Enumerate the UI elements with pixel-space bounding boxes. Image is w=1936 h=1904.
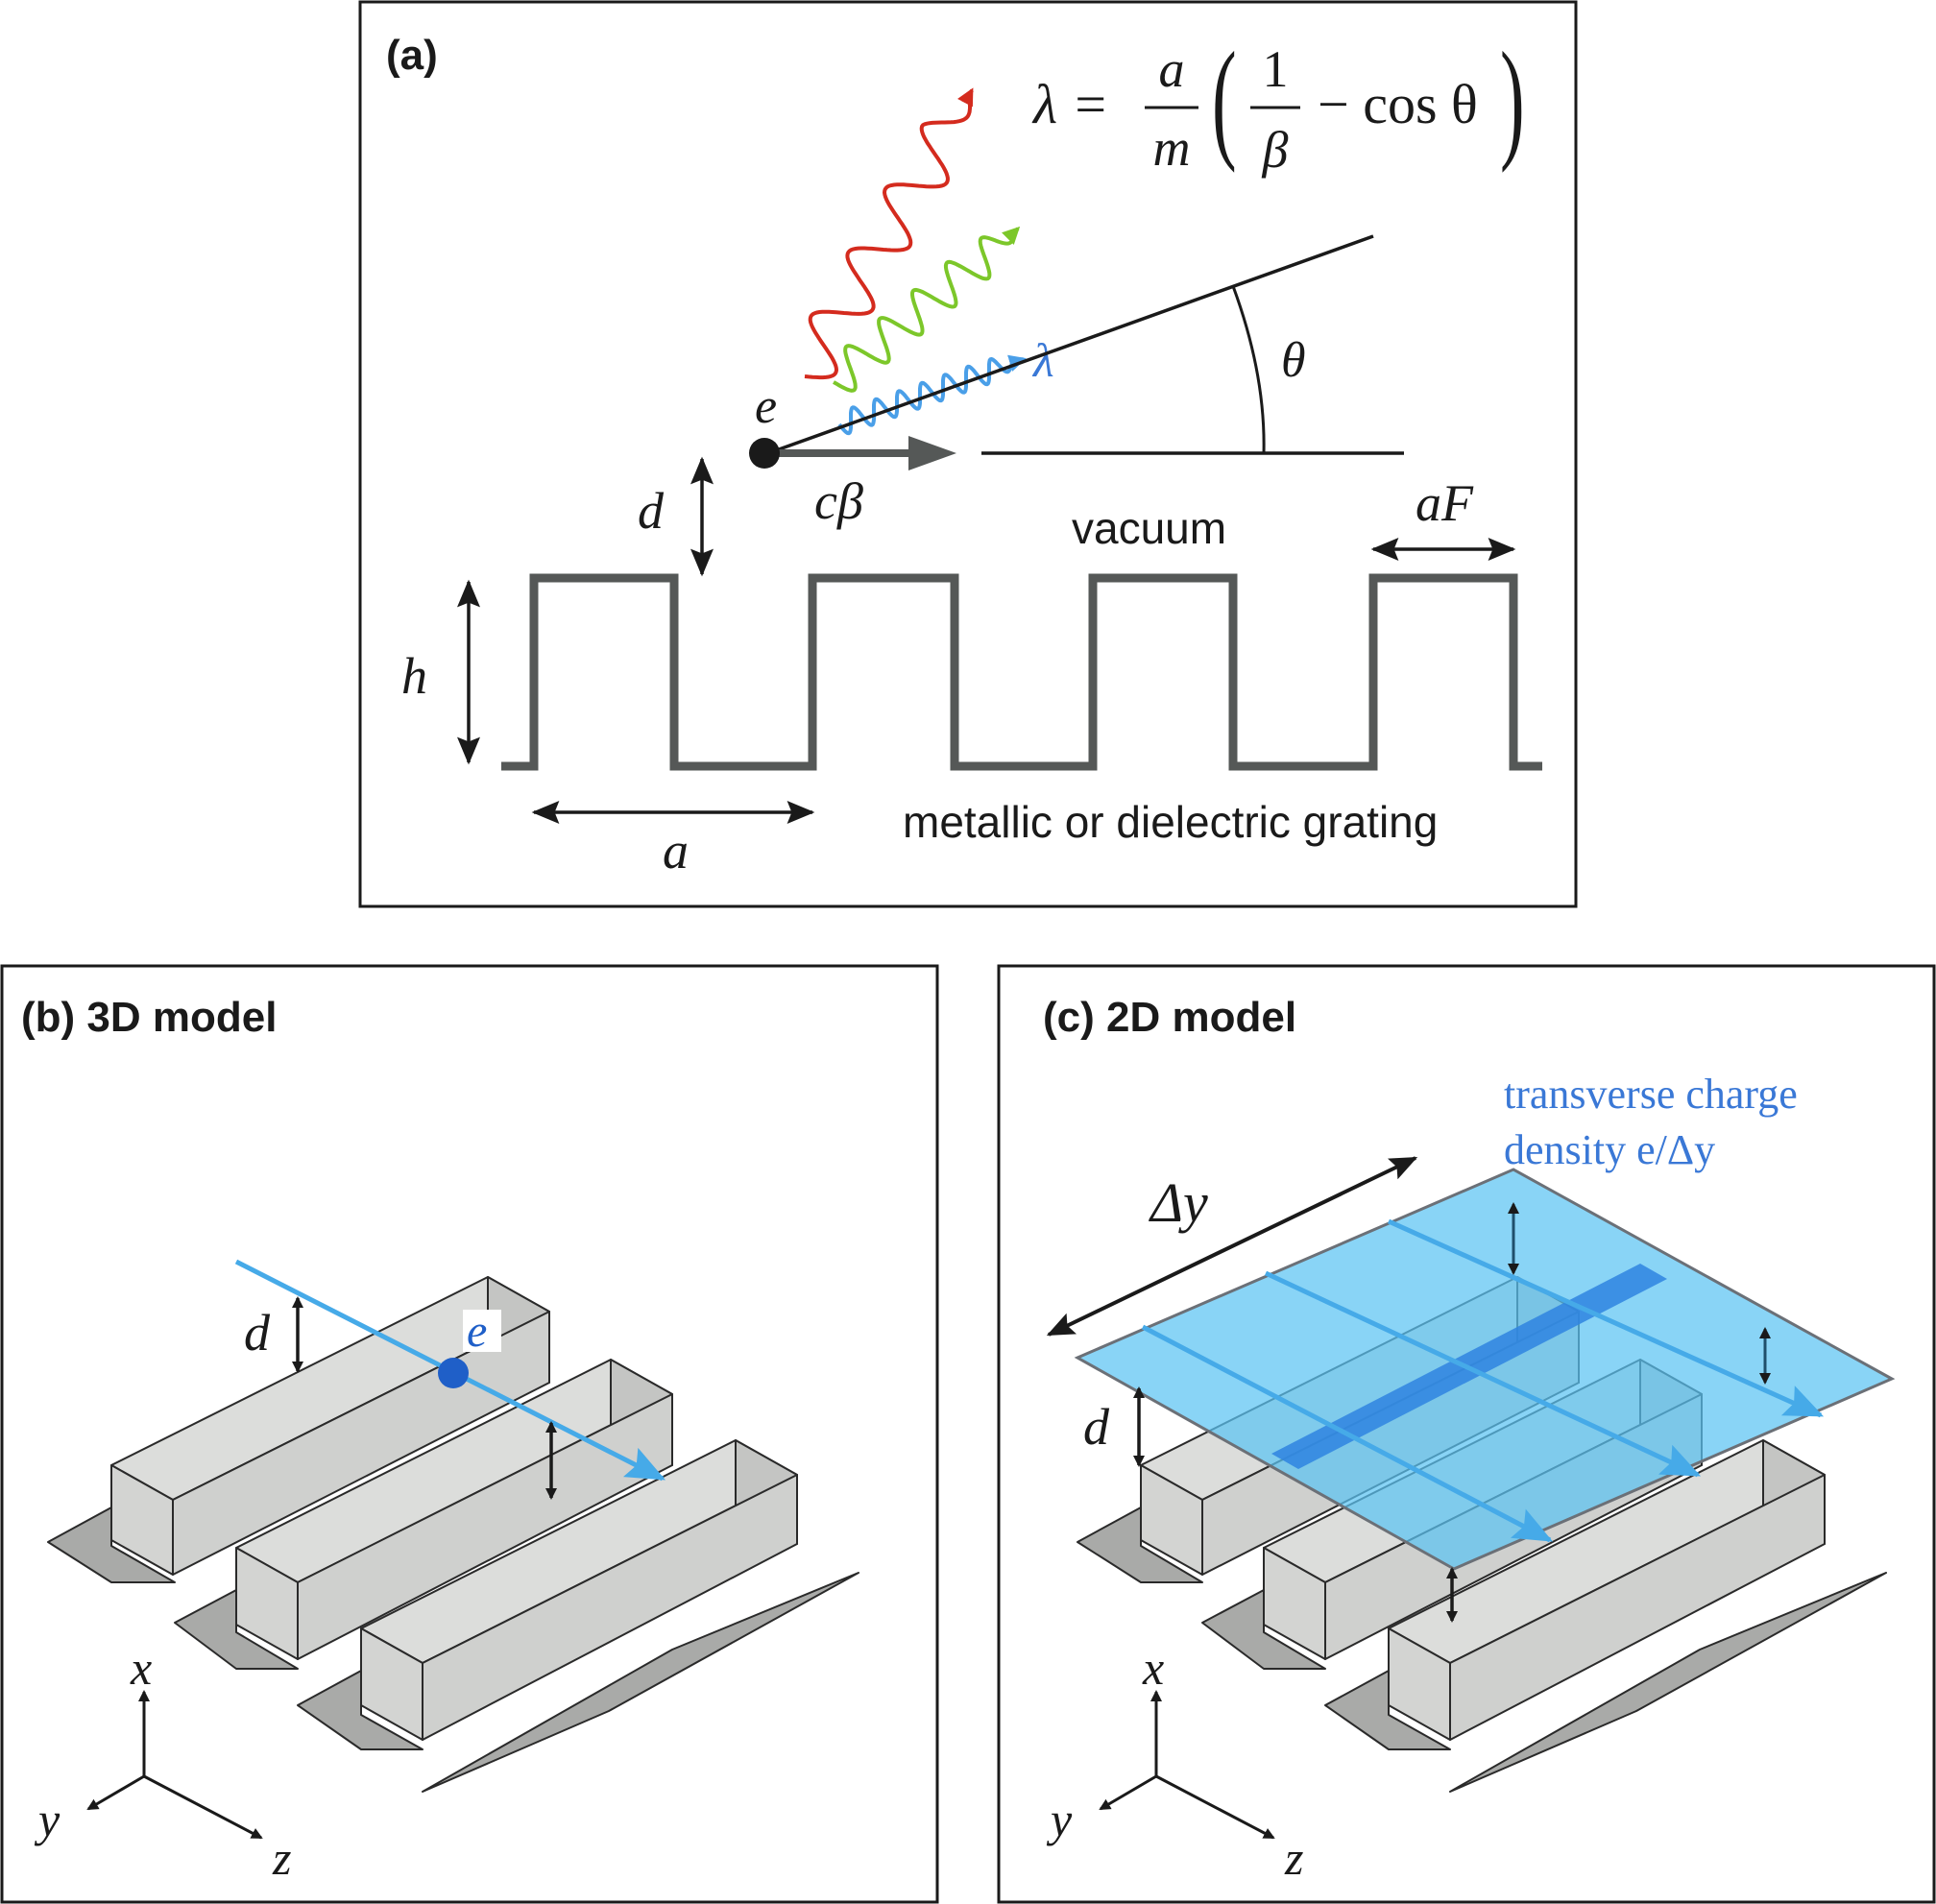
angle-label: θ bbox=[1281, 333, 1306, 388]
red-wave bbox=[804, 87, 974, 380]
axes-3d: x y z bbox=[34, 1641, 291, 1885]
grating-base-3d bbox=[47, 1506, 859, 1793]
wavelength-label: λ bbox=[1031, 333, 1054, 387]
tooth-width-label: aF bbox=[1416, 474, 1474, 532]
vacuum-label: vacuum bbox=[1072, 503, 1226, 553]
width-arrow bbox=[1046, 1156, 1418, 1337]
formula-rest: − cos θ bbox=[1318, 73, 1478, 135]
y-axis-arrow-2d bbox=[1099, 1774, 1157, 1811]
dispersion-formula: λ = a m ( 1 β − cos θ ) bbox=[1031, 25, 1525, 179]
distance-label-2d: d bbox=[1083, 1398, 1110, 1456]
blue-wave bbox=[837, 354, 1027, 436]
z-axis-label: z bbox=[272, 1831, 291, 1885]
formula-frac1-numerator: a bbox=[1159, 40, 1185, 98]
y-axis-label-2d: y bbox=[1046, 1793, 1073, 1846]
z-axis-arrow bbox=[143, 1774, 263, 1840]
panel-c: (c) 2D model bbox=[997, 964, 1936, 1904]
velocity-label: cβ bbox=[814, 472, 863, 530]
width-label: Δy bbox=[1149, 1171, 1208, 1234]
panel-b: (b) 3D model bbox=[0, 964, 939, 1904]
electron-label-bg bbox=[463, 1310, 501, 1352]
panel-b-label: (b) 3D model bbox=[21, 994, 277, 1041]
electron-dot-3d bbox=[438, 1358, 469, 1388]
distance-label: d bbox=[638, 482, 665, 540]
panel-a-label: (a) bbox=[386, 32, 438, 79]
green-wave bbox=[833, 226, 1021, 393]
velocity-arrowhead bbox=[908, 436, 956, 470]
z-axis-label-2d: z bbox=[1284, 1831, 1303, 1885]
period-label: a bbox=[663, 822, 689, 880]
angle-arc bbox=[1231, 285, 1266, 454]
z-axis-arrow-2d bbox=[1155, 1774, 1275, 1840]
panel-a: (a) λ = a m ( 1 β − cos θ ) λ θ e cβ bbox=[358, 0, 1578, 908]
electron-dot bbox=[749, 438, 780, 469]
electron-label: e bbox=[755, 379, 777, 434]
emission-direction-line bbox=[767, 234, 1374, 455]
x-axis-label-2d: x bbox=[1142, 1641, 1164, 1695]
sheet-label-line1: transverse charge bbox=[1504, 1071, 1798, 1118]
panel-c-frame bbox=[997, 964, 1936, 1904]
beam-line-1 bbox=[1141, 1324, 1554, 1543]
panel-c-label: (c) 2D model bbox=[1043, 994, 1296, 1041]
distance-label-3d: d bbox=[244, 1304, 271, 1362]
y-axis-arrow bbox=[86, 1774, 145, 1811]
formula-lhs: λ = bbox=[1031, 73, 1109, 135]
formula-frac2-numerator: 1 bbox=[1263, 40, 1289, 98]
formula-frac1-denominator: m bbox=[1153, 119, 1191, 177]
grating-base-2d bbox=[1077, 1506, 1887, 1793]
sheet-label-line2: density e/Δy bbox=[1504, 1126, 1715, 1173]
grating-profile bbox=[501, 573, 1542, 771]
height-label: h bbox=[401, 647, 427, 705]
y-axis-label: y bbox=[34, 1793, 60, 1846]
formula-frac2-denominator: β bbox=[1262, 121, 1289, 179]
x-axis-label: x bbox=[130, 1641, 152, 1695]
panel-a-frame bbox=[358, 0, 1578, 908]
formula-left-paren: ( bbox=[1212, 25, 1237, 174]
grating-teeth-3d bbox=[110, 1276, 798, 1741]
panel-b-frame bbox=[0, 964, 939, 1904]
beam-line-3 bbox=[1387, 1218, 1825, 1418]
formula-right-paren: ) bbox=[1500, 25, 1525, 174]
axes-2d: x y z bbox=[1046, 1641, 1303, 1885]
tooth-3-face bbox=[422, 1474, 798, 1741]
grating-label: metallic or dielectric grating bbox=[903, 797, 1438, 847]
electron-label-3d: e bbox=[467, 1306, 487, 1357]
